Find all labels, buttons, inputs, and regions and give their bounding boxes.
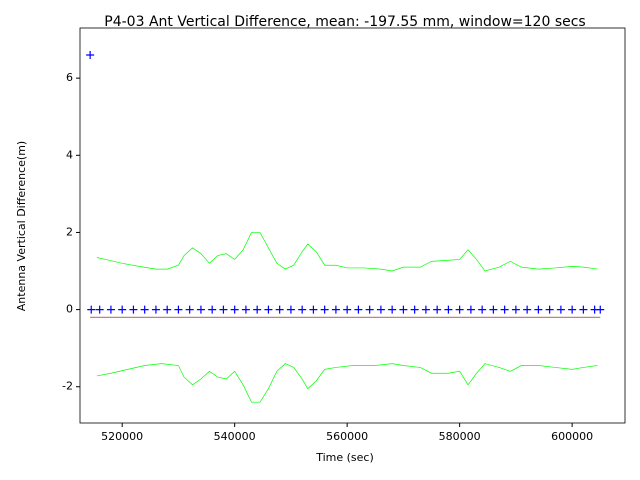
point-marker — [545, 305, 554, 314]
point-marker — [95, 305, 104, 314]
point-marker — [286, 305, 295, 314]
y-tick-label: 6 — [66, 71, 73, 84]
point-marker — [455, 305, 464, 314]
point-marker — [309, 305, 318, 314]
point-marker — [421, 305, 430, 314]
point-marker — [388, 305, 397, 314]
point-marker — [87, 305, 96, 314]
point-marker — [253, 305, 262, 314]
point-marker — [489, 305, 498, 314]
x-axis-label: Time (sec) — [315, 451, 374, 464]
point-marker — [523, 305, 532, 314]
point-marker — [320, 305, 329, 314]
x-tick-label: 580000 — [439, 430, 481, 443]
point-marker — [219, 305, 228, 314]
plot-frame — [79, 27, 626, 424]
point-marker — [86, 51, 95, 60]
point-marker — [298, 305, 307, 314]
point-marker — [208, 305, 217, 314]
x-tick-label: 600000 — [551, 430, 593, 443]
point-marker — [106, 305, 115, 314]
point-marker — [151, 305, 160, 314]
point-marker — [433, 305, 442, 314]
point-marker — [140, 305, 149, 314]
point-marker — [511, 305, 520, 314]
point-marker — [129, 305, 138, 314]
y-tick-label: 4 — [66, 148, 73, 161]
series-line — [96, 363, 598, 403]
point-marker — [163, 305, 172, 314]
point-marker — [579, 305, 588, 314]
point-marker — [596, 305, 605, 314]
point-marker — [410, 305, 419, 314]
y-tick-label: -2 — [62, 380, 73, 393]
point-marker — [264, 305, 273, 314]
point-marker — [230, 305, 239, 314]
point-marker — [354, 305, 363, 314]
point-marker — [444, 305, 453, 314]
point-marker — [241, 305, 250, 314]
point-marker — [500, 305, 509, 314]
y-tick-label: 2 — [66, 225, 73, 238]
point-marker — [568, 305, 577, 314]
point-marker — [331, 305, 340, 314]
point-marker — [185, 305, 194, 314]
point-marker — [478, 305, 487, 314]
point-marker — [556, 305, 565, 314]
chart-title: P4-03 Ant Vertical Difference, mean: -19… — [104, 14, 585, 30]
point-marker — [466, 305, 475, 314]
series-line — [96, 232, 598, 272]
x-tick-label: 560000 — [326, 430, 368, 443]
point-marker — [399, 305, 408, 314]
point-marker — [196, 305, 205, 314]
point-marker — [343, 305, 352, 314]
point-marker — [174, 305, 183, 314]
x-tick-label: 520000 — [101, 430, 143, 443]
point-marker — [275, 305, 284, 314]
point-marker — [365, 305, 374, 314]
point-marker — [534, 305, 543, 314]
y-tick-label: 0 — [66, 303, 73, 316]
point-marker — [118, 305, 127, 314]
point-marker — [376, 305, 385, 314]
y-axis-label: Antenna Vertical Difference(m) — [15, 141, 28, 311]
x-tick-label: 540000 — [214, 430, 256, 443]
